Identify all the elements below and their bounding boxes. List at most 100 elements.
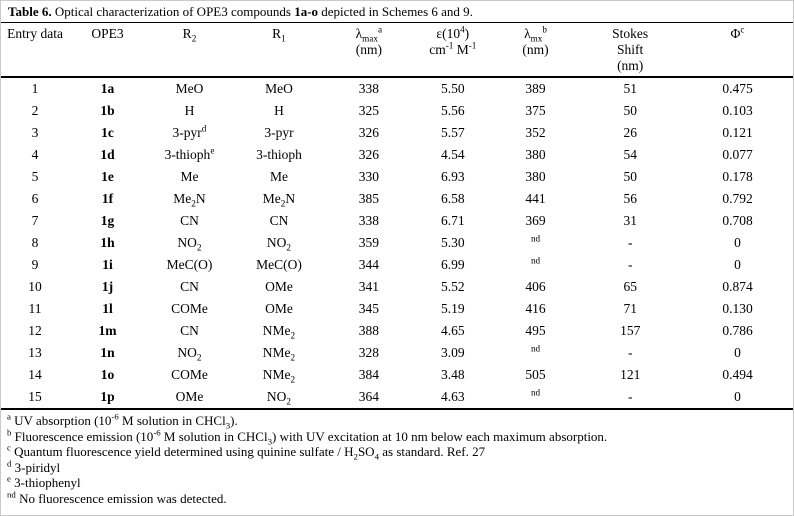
table-cell: Me — [180, 169, 199, 184]
table-cell: 0.178 — [722, 169, 753, 184]
table-cell: NMe2 — [262, 345, 296, 363]
table-cell: 1c — [101, 125, 114, 140]
table-cell: nd — [530, 343, 541, 354]
table-cell: 1h — [100, 235, 115, 250]
table-cell: COMe — [171, 367, 208, 382]
table-cell: 0.475 — [722, 81, 753, 96]
table-cell: 369 — [525, 213, 546, 228]
table-cell: 0.103 — [722, 103, 753, 118]
table-body: 1 1a MeO MeO 338 5.50 389 51 0.475 2 1b H H 325 5.56 37… — [1, 77, 793, 410]
table-cell: 441 — [525, 191, 546, 206]
column-header: Φc — [682, 23, 793, 78]
table-cell: NMe2 — [262, 367, 296, 385]
table-cell: 121 — [620, 367, 641, 382]
footnote: d 3-piridyl — [7, 458, 61, 475]
table-row: 15 1p OMe NO2 364 4.63 nd -0 — [1, 386, 793, 410]
table-cell: 1i — [102, 257, 113, 272]
table-row: 6 1f Me2N Me2N 385 6.58 441 56 0.792 — [1, 188, 793, 210]
footnote: nd No fluorescence emission was detected… — [7, 489, 227, 506]
table-cell: 364 — [324, 386, 413, 410]
table-cell: 5.30 — [440, 235, 465, 250]
table-cell: 15 — [1, 386, 70, 410]
table-cell: 8 — [31, 235, 39, 250]
table-cell: 0 — [682, 386, 793, 410]
table-cell: 4.54 — [440, 147, 465, 162]
table-cell: 5.52 — [440, 279, 465, 294]
table-cell: CN — [180, 213, 199, 228]
table-cell: NO2 — [233, 386, 325, 410]
table-cell: CN — [180, 323, 199, 338]
table-cell: 0.874 — [722, 279, 753, 294]
table-cell: 338 — [358, 213, 379, 228]
table-cell: 1a — [100, 81, 115, 96]
table-cell: 31 — [623, 213, 637, 228]
table-cell: 5.56 — [440, 103, 465, 118]
table-cell: 6.58 — [440, 191, 465, 206]
table-cell: Me — [269, 169, 288, 184]
column-header: λmxb (nm) — [492, 23, 579, 78]
table-row: 7 1g CN CN 338 6.71 369 31 0.708 — [1, 210, 793, 232]
table-cell: 0.494 — [722, 367, 753, 382]
table-cell: 495 — [525, 323, 546, 338]
table-cell: 3-pyr — [264, 125, 294, 140]
table-cell: 1m — [98, 323, 117, 338]
table-cell: MeC(O) — [166, 257, 213, 272]
column-header: R2 — [145, 23, 234, 78]
table-cell: - — [627, 257, 633, 272]
table-cell: 0 — [734, 257, 741, 272]
table-cell: 0.708 — [722, 213, 753, 228]
table-cell: nd — [530, 255, 541, 266]
table-cell: H — [274, 103, 284, 118]
table-cell: 328 — [358, 345, 379, 360]
table-cell: 71 — [623, 301, 637, 316]
table-cell: MeO — [175, 81, 204, 96]
table-cell: COMe — [171, 301, 208, 316]
table-cell: OMe — [145, 386, 234, 410]
table-title: Table 6. Optical characterization of OPE… — [1, 1, 793, 23]
column-header: Entry data — [1, 23, 70, 78]
column-header: OPE3 — [69, 23, 146, 78]
table-number: Table 6. — [8, 4, 52, 19]
table-cell: 385 — [358, 191, 379, 206]
table-row: 12 1m CN NMe2 388 4.65 495 157 0.786 — [1, 320, 793, 342]
table-cell: 54 — [623, 147, 637, 162]
table-cell: 1 — [31, 81, 39, 96]
table-cell: 352 — [525, 125, 546, 140]
table-row: 3 1c 3-pyrd 3-pyr 326 5.57 352 26 0.121 — [1, 122, 793, 144]
table-cell: 389 — [525, 81, 546, 96]
table-cell: 0.121 — [722, 125, 753, 140]
table-cell: 344 — [358, 257, 379, 272]
table-cell: 3.48 — [440, 367, 465, 382]
table-cell: 384 — [358, 367, 379, 382]
table-cell: CN — [180, 279, 199, 294]
table-cell: 1p — [69, 386, 146, 410]
table-cell: 1g — [100, 213, 115, 228]
table-cell: 56 — [623, 191, 637, 206]
table-cell: 330 — [358, 169, 379, 184]
table-cell: - — [578, 386, 683, 410]
compound-range: 1a-o — [294, 4, 319, 19]
table-cell: 1e — [101, 169, 114, 184]
table-cell: Me2N — [262, 191, 296, 209]
table-cell: - — [627, 345, 633, 360]
table-cell: H — [184, 103, 195, 118]
table-cell: 6.99 — [440, 257, 465, 272]
table-row: 1 1a MeO MeO 338 5.50 389 51 0.475 — [1, 77, 793, 100]
table-row: 9 1i MeC(O) MeC(O) 344 6.99 nd - 0 — [1, 254, 793, 276]
column-header: λmaxa (nm) — [324, 23, 413, 78]
table-cell: 1l — [102, 301, 113, 316]
table-cell: 5.50 — [440, 81, 465, 96]
table-cell: NO2 — [177, 235, 202, 253]
table-cell: 1f — [101, 191, 114, 206]
table-cell: 0.077 — [722, 147, 753, 162]
table-cell: 4.65 — [440, 323, 465, 338]
table-cell: OMe — [265, 279, 293, 294]
table-cell: 26 — [623, 125, 637, 140]
table-cell: 3-pyrd — [172, 123, 207, 140]
table-cell: Me2N — [173, 191, 206, 209]
table-cell: NO2 — [177, 345, 202, 363]
table-cell: 11 — [28, 301, 42, 316]
table-cell: 375 — [525, 103, 546, 118]
table-cell: 3.09 — [440, 345, 465, 360]
